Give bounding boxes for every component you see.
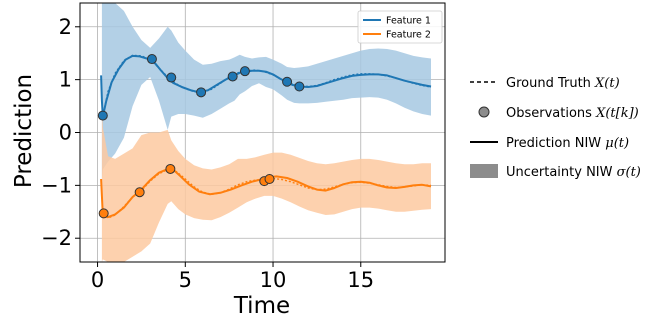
feature-1-uncertainty-band: [101, 3, 432, 181]
legend-observation-swatch: [478, 106, 490, 118]
y-tick-label: 2: [59, 15, 72, 39]
x-axis-label: Time: [233, 293, 290, 319]
side-legend-label-math: σ(t): [617, 165, 641, 180]
feature-2-observation-point: [98, 208, 109, 219]
inner-legend-label: Feature 2: [386, 30, 431, 41]
side-legend-label-text: Prediction NIW: [506, 136, 605, 151]
feature-1-observation-point: [97, 110, 108, 121]
y-tick-label: 1: [59, 68, 72, 92]
side-legend-label-math: X(t[k]): [595, 106, 639, 121]
side-legend-label: Uncertainty NIW σ(t): [506, 165, 641, 180]
side-legend-label: Ground Truth X(t): [506, 76, 620, 91]
inner-legend: Feature 1 Feature 2: [357, 10, 443, 44]
axis-ticks: 0 5 10 15 −2 −1 0 1 2: [41, 15, 374, 292]
feature-1-observation-point: [282, 76, 293, 87]
x-tick-label: 5: [179, 268, 192, 292]
side-legend-label-math: X(t): [594, 76, 620, 91]
side-legend-label: Prediction NIW μ(t): [506, 136, 629, 151]
x-tick-label: 0: [91, 268, 104, 292]
feature-2-observation-point: [264, 174, 275, 185]
side-legend-label-text: Uncertainty NIW: [506, 165, 617, 180]
feature-1-observation-point: [227, 71, 238, 82]
side-legend-label-math: μ(t): [605, 136, 629, 151]
inner-legend-label: Feature 1: [386, 16, 431, 27]
y-tick-label: −1: [41, 173, 72, 197]
legend-uncertainty-swatch: [470, 164, 498, 178]
side-legend-label-text: Ground Truth: [506, 76, 595, 91]
feature-1-observation-point: [196, 87, 207, 98]
observation-points: [97, 54, 305, 219]
x-tick-label: 15: [347, 268, 374, 292]
side-legend-label: Observations X(t[k]): [506, 106, 639, 121]
y-axis-label: Prediction: [11, 74, 37, 188]
feature-2-observation-point: [165, 163, 176, 174]
feature-1-observation-point: [166, 72, 177, 83]
feature-1-observation-point: [239, 66, 250, 77]
y-tick-label: 0: [59, 121, 72, 145]
side-legend: Ground Truth X(t) Observations X(t[k]) Pre…: [470, 76, 641, 180]
y-tick-label: −2: [41, 226, 72, 250]
x-tick-label: 10: [260, 268, 287, 292]
feature-2-observation-point: [134, 187, 145, 198]
feature-1-observation-point: [294, 81, 305, 92]
side-legend-label-text: Observations: [506, 106, 596, 121]
feature-1-observation-point: [146, 54, 157, 65]
